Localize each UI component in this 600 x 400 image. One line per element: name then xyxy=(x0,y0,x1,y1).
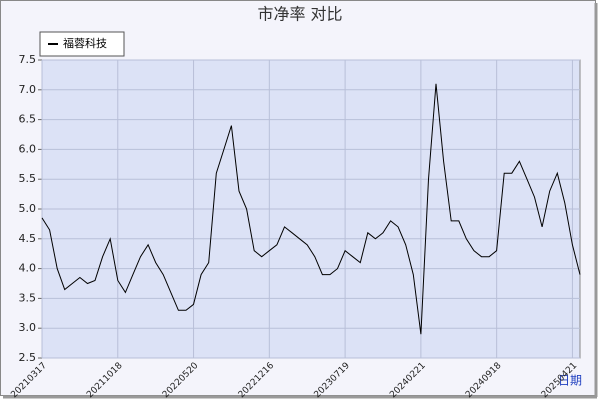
y-tick-label: 2.5 xyxy=(19,351,37,364)
y-tick-label: 6.0 xyxy=(19,142,37,155)
legend-label: 福蓉科技 xyxy=(63,36,107,50)
y-tick-label: 3.5 xyxy=(19,291,37,304)
y-tick-label: 5.0 xyxy=(19,202,37,215)
y-tick-label: 5.5 xyxy=(19,172,37,185)
y-tick-label: 7.5 xyxy=(19,53,37,66)
chart-title: 市净率 对比 xyxy=(257,5,342,24)
series-line xyxy=(41,83,581,335)
y-tick-label: 3.0 xyxy=(19,321,37,334)
y-tick-label: 6.5 xyxy=(19,113,37,126)
y-tick-label: 7.0 xyxy=(19,83,37,96)
y-tick-label: 4.0 xyxy=(19,262,37,275)
x-axis-label: 日期 xyxy=(558,374,582,388)
y-tick-label: 4.5 xyxy=(19,232,37,245)
